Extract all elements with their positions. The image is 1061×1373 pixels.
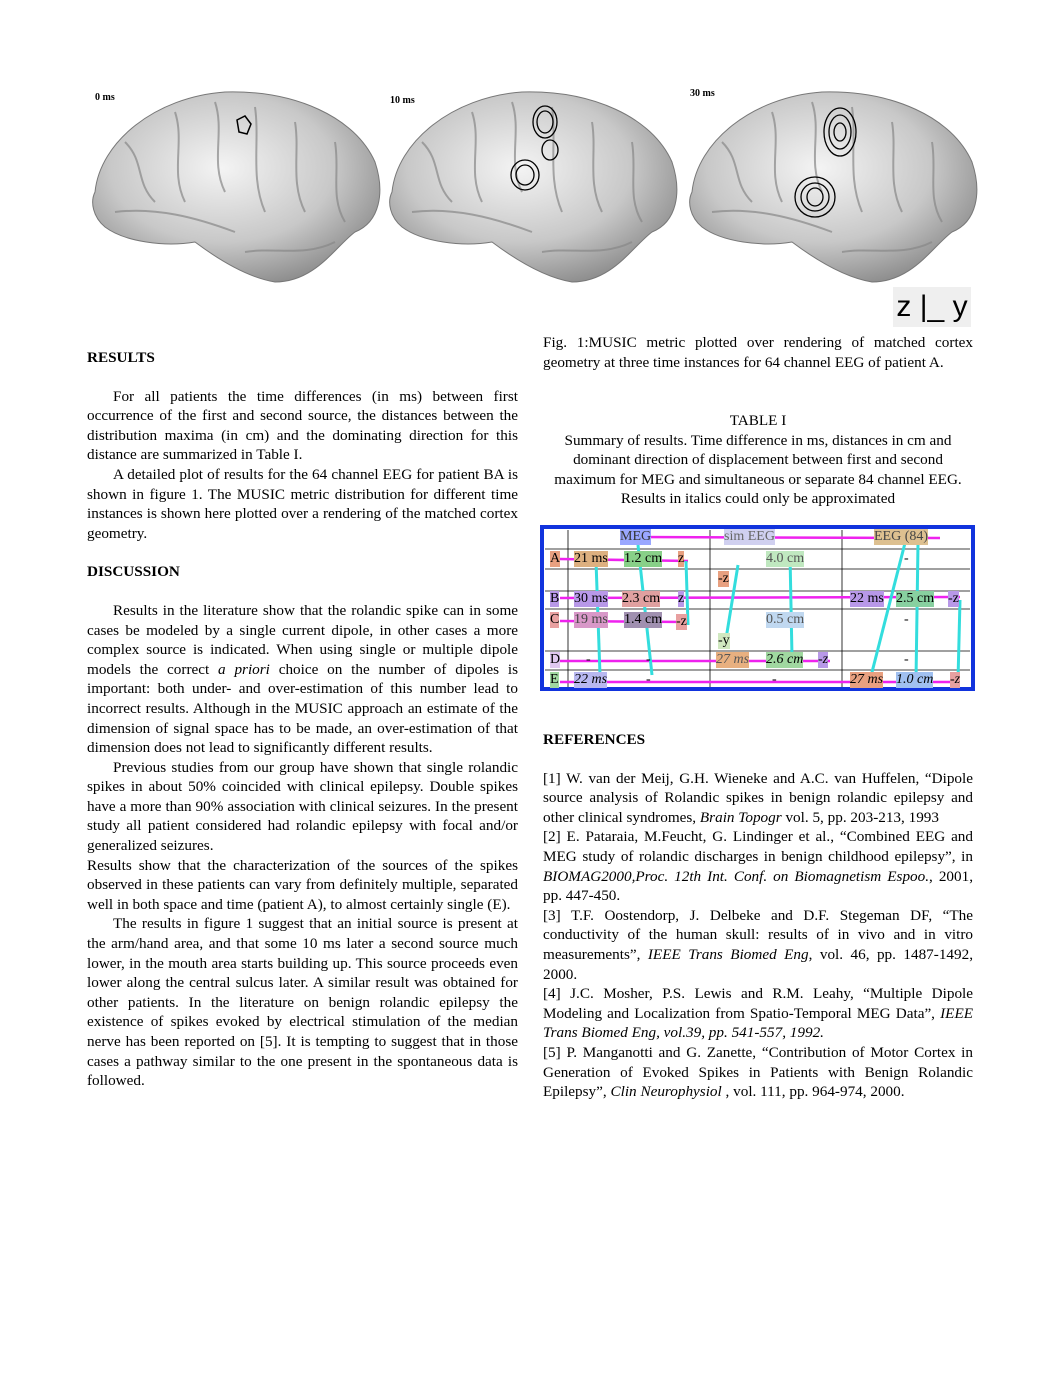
cortex-render-30ms	[689, 91, 978, 283]
cell-d-eeg: -	[904, 652, 909, 667]
cell-e-meg-dist: -	[646, 672, 651, 687]
cell-e-sim: -	[772, 672, 777, 687]
table-label: TABLE I	[729, 412, 787, 429]
cell-b-meg-dist: 2.3 cm	[622, 591, 661, 607]
cell-c-sim-dir: -y	[718, 633, 730, 649]
cell-b-eeg-dist: 2.5 cm	[896, 591, 935, 607]
cell-e-meg-time: 22 ms	[574, 672, 608, 688]
cell-b-meg-dir: z	[678, 591, 685, 607]
row-label-b: B	[550, 591, 560, 607]
axes-orientation-label: z |_ y	[893, 287, 971, 327]
references-section: REFERENCES [1] W. van der Meij, G.H. Wie…	[543, 730, 973, 1102]
discussion-paragraph-1: Results in the literature show that the …	[87, 601, 519, 757]
reference-1: [1] W. van der Meij, G.H. Wieneke and A.…	[543, 769, 973, 826]
table-caption: TABLE I Summary of results. Time differe…	[543, 411, 973, 509]
cell-d-sim-dir: -z	[818, 652, 829, 668]
discussion-heading: DISCUSSION	[87, 563, 180, 581]
cell-a-sim-dist: 4.0 cm	[766, 551, 805, 567]
reference-5: [5] P. Manganotti and G. Zanette, “Contr…	[543, 1043, 973, 1101]
cell-b-eeg-time: 22 ms	[850, 591, 884, 607]
reference-2: [2] E. Pataraia, M.Feucht, G. Lindinger …	[543, 828, 974, 905]
discussion-paragraph-4: The results in figure 1 suggest that an …	[87, 915, 518, 1090]
cell-d-meg-dist: -	[646, 652, 651, 667]
cell-d-meg-time: -	[586, 652, 591, 667]
header-meg: MEG	[620, 529, 652, 545]
cell-a-meg-time: 21 ms	[574, 551, 608, 567]
time-label-0: 0 ms	[95, 92, 115, 103]
cell-c-eeg: -	[904, 612, 909, 627]
results-paragraph-2: A detailed plot of results for the 64 ch…	[87, 465, 518, 542]
results-heading: RESULTS	[87, 349, 155, 366]
table-title: Summary of results. Time difference in m…	[554, 431, 962, 508]
table-overlay-graphics	[540, 525, 975, 691]
figure-caption: Fig. 1:MUSIC metric plotted over renderi…	[543, 334, 973, 371]
cell-c-meg-dist: 1.4 cm	[624, 612, 663, 628]
cell-d-sim-time: 27 ms	[716, 652, 750, 668]
cell-a-meg-dist: 1.2 cm	[624, 551, 663, 567]
header-sim-eeg: sim EEG	[724, 529, 775, 545]
discussion-paragraph-3: Results show that the characterization o…	[87, 856, 518, 913]
cell-a-meg-dir: z	[678, 551, 685, 567]
cell-b-eeg-dir: -z	[948, 591, 959, 607]
row-label-d: D	[550, 652, 561, 668]
discussion-paragraph-2: Previous studies from our group have sho…	[87, 758, 518, 855]
row-label-e: E	[550, 672, 559, 688]
cell-d-sim-dist: 2.6 cm	[766, 652, 804, 668]
cell-a-sim-dir: -z	[718, 571, 729, 587]
time-label-10: 10 ms	[390, 95, 415, 106]
cell-c-sim-dist: 0.5 cm	[766, 612, 805, 628]
cell-c-meg-time: 19 ms	[574, 612, 608, 628]
row-label-c: C	[550, 612, 560, 628]
row-label-a: A	[550, 551, 561, 567]
reference-4: [4] J.C. Mosher, P.S. Lewis and R.M. Lea…	[543, 985, 973, 1042]
left-column: RESULTS For all patients the time differ…	[87, 348, 518, 1091]
results-paragraph-1: For all patients the time differences (i…	[87, 387, 518, 464]
time-label-30: 30 ms	[690, 88, 715, 99]
cortex-render-10ms	[389, 91, 678, 283]
reference-3: [3] T.F. Oostendorp, J. Delbeke and D.F.…	[543, 906, 973, 983]
cell-c-meg-dir: -z	[676, 614, 687, 630]
cell-a-eeg: -	[904, 551, 909, 566]
header-eeg-84: EEG (84)	[874, 529, 929, 545]
cell-e-eeg-dist: 1.0 cm	[896, 672, 934, 688]
references-heading: REFERENCES	[543, 731, 646, 748]
cell-e-eeg-dir: -z	[950, 672, 961, 688]
cell-b-meg-time: 30 ms	[574, 591, 608, 607]
results-table: MEG sim EEG EEG (84) A 21 ms 1.2 cm z 4.…	[540, 525, 975, 691]
cortex-render-0ms	[92, 91, 381, 283]
cell-e-eeg-time: 27 ms	[850, 672, 884, 688]
